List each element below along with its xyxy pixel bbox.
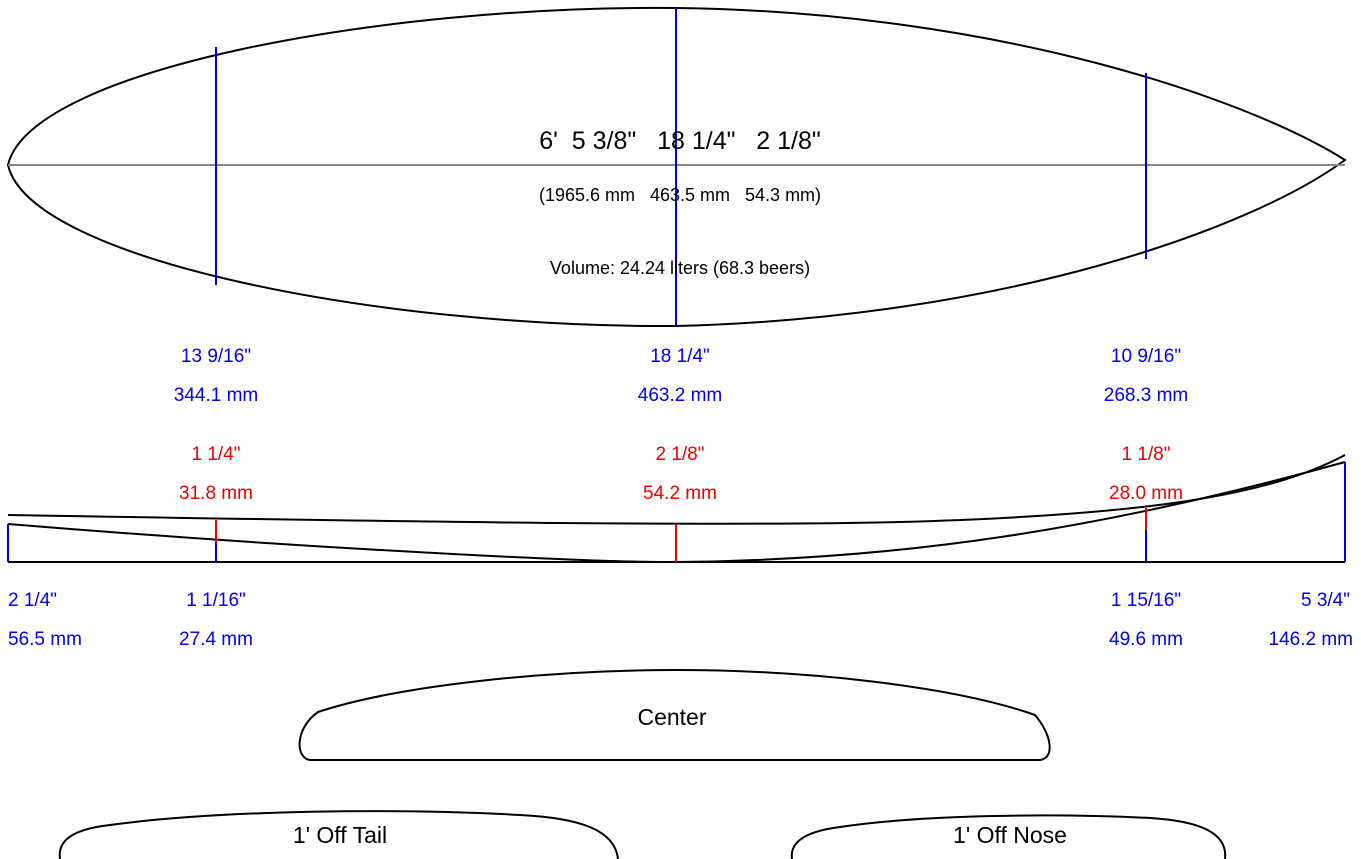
cross-section-nose-outline [790, 814, 1227, 859]
width-tail-metric: 344.1 mm [174, 385, 258, 406]
width-nose-metric: 268.3 mm [1104, 385, 1188, 406]
width-tail-imperial: 13 9/16" [181, 346, 251, 367]
rocker-nose-end-metric: 146.2 mm [1269, 629, 1353, 650]
rocker-nose-end-imperial: 5 3/4" [1301, 590, 1350, 611]
rocker-tail-imperial: 1 1/16" [186, 590, 246, 611]
rocker-tail-end-imperial: 2 1/4" [8, 590, 57, 611]
thickness-nose-metric: 28.0 mm [1109, 483, 1183, 504]
width-center-imperial: 18 1/4" [650, 346, 710, 367]
cross-section-nose-label: 1' Off Nose [953, 822, 1067, 848]
cross-section-nose: 1' Off Nose [790, 814, 1227, 859]
cross-section-tail-outline [58, 810, 619, 859]
width-nose-imperial: 10 9/16" [1111, 346, 1181, 367]
rocker-tail-end-metric: 56.5 mm [8, 629, 82, 650]
profile-view [7, 454, 1346, 564]
cross-section-tail: 1' Off Tail [58, 810, 619, 859]
rocker-nose-imperial: 1 15/16" [1111, 590, 1181, 611]
cross-section-center-outline [298, 668, 1051, 761]
cross-section-center: Center [298, 668, 1051, 761]
thickness-tail-metric: 31.8 mm [179, 483, 253, 504]
plan-outline [6, 6, 1347, 328]
rocker-nose-metric: 49.6 mm [1109, 629, 1183, 650]
thickness-tail-imperial: 1 1/4" [191, 444, 240, 465]
thickness-center-metric: 54.2 mm [643, 483, 717, 504]
cross-section-tail-label: 1' Off Tail [293, 822, 387, 848]
rocker-tail-metric: 27.4 mm [179, 629, 253, 650]
thickness-center-imperial: 2 1/8" [655, 444, 704, 465]
cross-section-center-label: Center [637, 704, 706, 730]
width-labels: 13 9/16" 344.1 mm 18 1/4" 463.2 mm 10 9/… [174, 346, 1188, 406]
volume-label: Volume: 24.24 liters (68.3 beers) [550, 258, 810, 278]
rocker-labels: 2 1/4" 56.5 mm 1 1/16" 27.4 mm 1 15/16" … [8, 590, 1353, 650]
profile-deck-line [7, 454, 1346, 525]
dimensions-metric: (1965.6 mm 463.5 mm 54.3 mm) [539, 185, 821, 205]
plan-view: 6' 5 3/8" 18 1/4" 2 1/8" (1965.6 mm 463.… [6, 6, 1347, 328]
width-center-metric: 463.2 mm [638, 385, 722, 406]
dimensions-imperial: 6' 5 3/8" 18 1/4" 2 1/8" [539, 127, 821, 155]
thickness-labels: 1 1/4" 31.8 mm 2 1/8" 54.2 mm 1 1/8" 28.… [179, 444, 1183, 504]
thickness-nose-imperial: 1 1/8" [1121, 444, 1170, 465]
